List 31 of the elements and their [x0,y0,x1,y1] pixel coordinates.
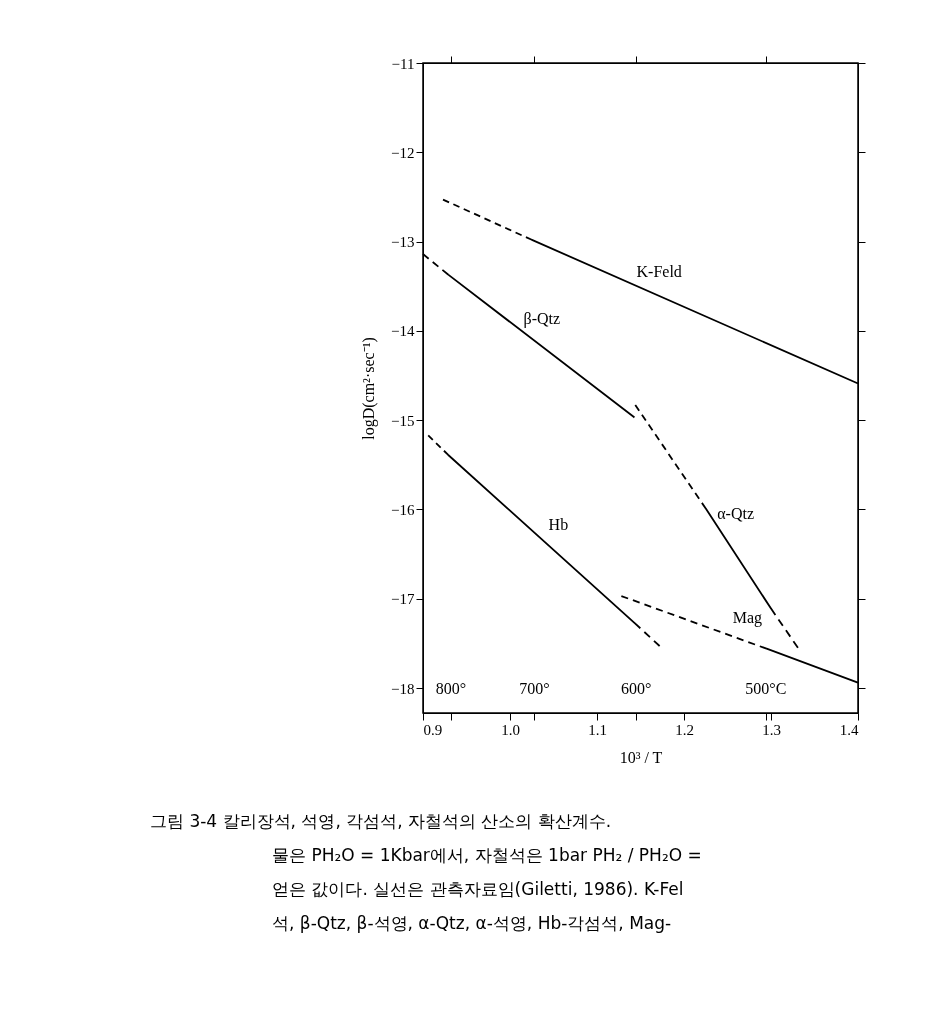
line-series [427,434,661,647]
y-tick-label: −17 [391,591,415,608]
series-label: Mag [732,609,762,628]
annotation: 500°C [745,680,787,697]
x-tick-label: 1.4 [839,721,859,738]
y-tick-label: −14 [391,323,415,340]
y-tick-label: −11 [391,55,415,72]
text: 얻은 값이다. 실선은 관측자료임(Giletti, 1986). K-Fel [272,879,684,899]
series-label: K-Feld [636,262,682,280]
text: 물은 PH₂O = 1Kbar에서, 자철석은 1bar PH₂ / PH₂O = [272,845,702,865]
series-label: α-Qtz [717,505,754,523]
text: 석, β-Qtz, β-석영, α-Qtz, α-석영, Hb-각섬석, Mag- [272,913,672,933]
x-tick-label: 0.9 [423,721,443,738]
series-label: β-Qtz [523,309,561,328]
y-tick-label: −13 [391,234,415,251]
y-tick-label: −15 [391,412,415,429]
x-tick-label: 1.3 [762,721,781,738]
y-tick-label: −18 [391,680,415,697]
x-tick-label: 1.1 [588,721,607,738]
line-series [634,404,799,649]
y-tick-label: −16 [391,501,415,518]
y-tick-label: −12 [391,144,415,161]
annotation: 600° [620,680,652,697]
x-tick-label: 1.0 [501,721,520,738]
caption: 그림 3-4 칼리장석, 석영, 각섬석, 자철석의 산소의 확산계수. [150,811,612,831]
annotation: 700° [519,680,550,697]
series-label: Hb [548,515,569,533]
y-axis-title: logD(cm²·sec⁻¹) [360,337,379,440]
x-tick-label: 1.2 [675,721,694,738]
x-axis-title: 10³ / T [619,748,663,766]
annotation: 800° [435,680,467,697]
